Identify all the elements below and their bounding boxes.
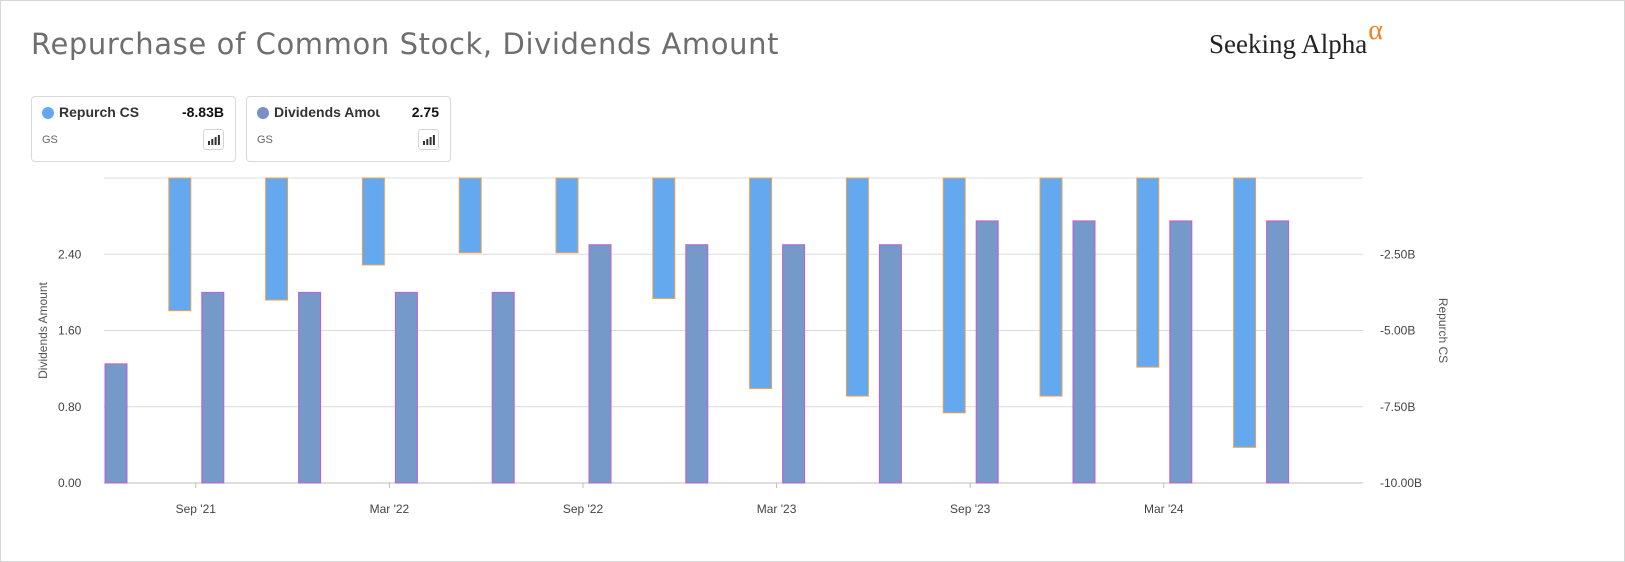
right-axis-tick: -7.50B [1380,400,1415,414]
legend-name-dividends: Dividends Amou [274,104,380,120]
legend-value-repurch: -8.83B [181,104,224,120]
legend-card-dividends[interactable]: Dividends Amou 2.75 GS [246,96,451,162]
left-axis-tick: 1.60 [58,324,82,338]
repurch-bar [1039,177,1063,397]
brand-text: Seeking Alpha [1209,29,1368,59]
repurch-bar [265,177,289,301]
repurch-bar [361,177,385,266]
legend-dot-repurch [42,107,54,119]
right-axis-tick: -2.50B [1380,247,1415,261]
x-axis-tick: Mar '23 [757,502,797,516]
dividends-bar [685,244,709,484]
brand-logo: Seeking Alphaα [1209,15,1383,61]
dividends-bar [1266,220,1290,484]
repurch-bar [845,177,869,397]
right-axis-tick: -10.00B [1380,476,1422,490]
legend-name-repurch: Repurch CS [59,104,140,120]
chart-title: Repurchase of Common Stock, Dividends Am… [31,27,780,61]
dividends-bar [1072,220,1096,484]
x-axis-tick: Mar '22 [370,502,410,516]
repurch-bar [652,177,676,299]
bar-chart-icon[interactable] [418,129,439,150]
x-axis-tick: Sep '21 [176,502,217,516]
dividends-bar [782,244,806,484]
dividends-bar [298,291,322,484]
legend-ticker-repurch: GS [42,134,58,146]
x-axis-tick: Sep '22 [563,502,604,516]
legend-dot-dividends [257,107,269,119]
repurch-bar [942,177,966,414]
left-axis-tick: 0.80 [58,400,82,414]
repurch-bar [555,177,579,254]
right-axis-tick: -5.00B [1380,324,1415,338]
dividends-bar [201,291,225,484]
dividends-bar [491,291,515,484]
legend-ticker-dividends: GS [257,134,273,146]
dividends-bar [104,363,128,484]
legend-value-dividends: 2.75 [411,104,439,120]
brand-alpha-symbol: α [1368,15,1383,46]
legend-card-repurch[interactable]: Repurch CS -8.83B GS [31,96,236,162]
x-axis-tick: Mar '24 [1144,502,1184,516]
repurch-bar [168,177,192,312]
bar-chart-icon[interactable] [203,129,224,150]
dividends-bar [1169,220,1193,484]
dividends-bar [588,244,612,484]
repurch-bar [749,177,773,389]
x-axis-tick: Sep '23 [950,502,991,516]
dividends-bar [878,244,902,484]
dividends-bar [394,291,418,484]
repurch-bar [1233,177,1257,448]
left-axis-label: Dividends Amount [36,281,50,378]
repurch-bar [458,177,482,254]
left-axis-tick: 2.40 [58,247,82,261]
right-axis-label: Repurch CS [1436,298,1450,363]
left-axis-tick: 0.00 [58,476,82,490]
dividends-bar [975,220,999,484]
repurch-bar [1136,177,1160,368]
